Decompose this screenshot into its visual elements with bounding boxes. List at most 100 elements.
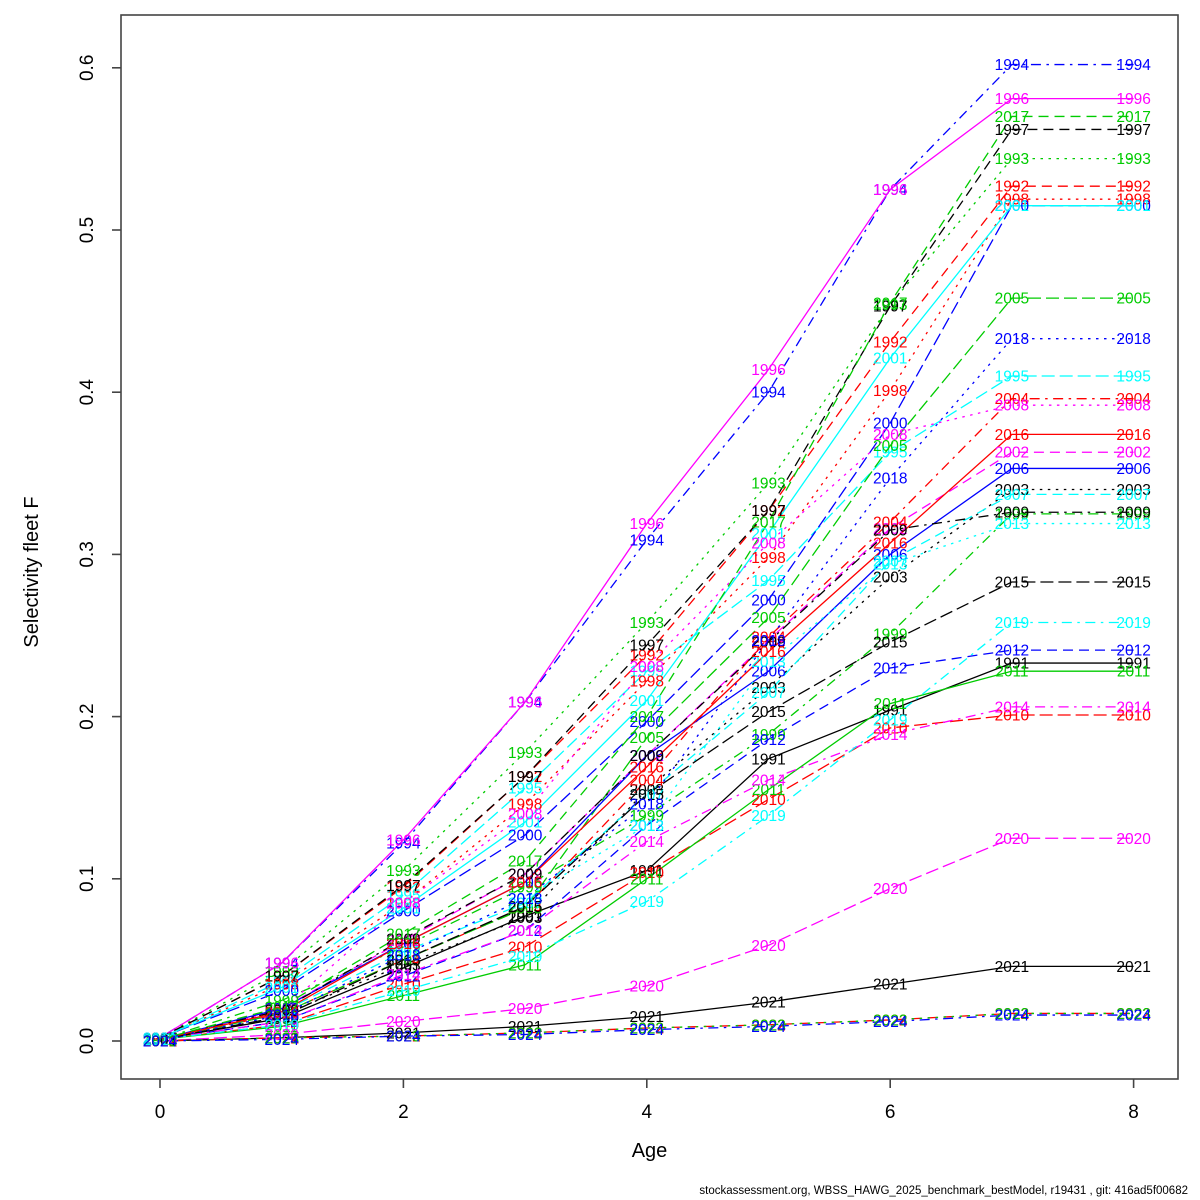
year-point-label-2020: 2020	[386, 1014, 421, 1031]
year-point-label-2011: 2011	[508, 957, 541, 974]
year-point-label-2018: 2018	[264, 1008, 298, 1025]
year-point-label-2018: 2018	[508, 891, 542, 908]
year-point-label-1995: 1995	[508, 780, 542, 797]
year-point-label-1998: 1998	[386, 896, 420, 913]
year-point-label-2004: 2004	[143, 1032, 178, 1049]
year-point-label-2016: 2016	[508, 875, 542, 892]
year-point-label-2017: 2017	[995, 109, 1029, 126]
year-point-label-2010: 2010	[508, 939, 543, 956]
year-point-label-2013: 2013	[873, 557, 907, 574]
year-point-label-2017: 2017	[264, 999, 298, 1016]
year-point-label-2006: 2006	[995, 461, 1029, 478]
year-point-label-2002: 2002	[630, 748, 664, 765]
year-point-label-1999: 1999	[1116, 506, 1150, 523]
year-point-label-2004: 2004	[1116, 391, 1151, 408]
year-point-label-2003: 2003	[630, 782, 664, 799]
year-point-label-2023: 2023	[995, 1006, 1029, 1023]
year-point-label-2022: 2022	[1116, 1006, 1150, 1023]
x-tick-label: 6	[885, 1102, 896, 1123]
year-point-label-2009: 2009	[1116, 505, 1150, 522]
year-point-label-1993: 1993	[508, 745, 542, 762]
year-point-label-1998: 1998	[630, 673, 664, 690]
year-point-label-2001: 2001	[630, 693, 664, 710]
year-point-label-2017: 2017	[386, 926, 420, 943]
year-point-label-2008: 2008	[630, 659, 664, 676]
year-point-label-2010: 2010	[143, 1032, 178, 1049]
year-point-label-2013: 2013	[264, 1008, 298, 1025]
year-point-label-2016: 2016	[995, 427, 1029, 444]
year-point-label-1992: 1992	[995, 179, 1029, 196]
year-point-label-2023: 2023	[143, 1034, 177, 1051]
year-point-label-1997: 1997	[386, 878, 420, 895]
year-point-label-2005: 2005	[508, 900, 542, 917]
year-point-label-2006: 2006	[630, 748, 664, 765]
year-point-label-1998: 1998	[264, 977, 298, 994]
year-point-label-2019: 2019	[751, 808, 785, 825]
year-point-label-2019: 2019	[630, 894, 664, 911]
year-point-label-2012: 2012	[751, 732, 785, 749]
year-point-label-2013: 2013	[386, 948, 420, 965]
year-point-label-2012: 2012	[143, 1032, 177, 1049]
year-point-label-2012: 2012	[995, 643, 1029, 660]
year-point-label-2000: 2000	[995, 198, 1030, 215]
year-point-label-2013: 2013	[508, 891, 542, 908]
series-line-2016	[159, 433, 1134, 1041]
year-point-label-2015: 2015	[630, 787, 664, 804]
year-point-label-1992: 1992	[630, 647, 664, 664]
year-point-label-2002: 2002	[873, 521, 907, 538]
footer-text: stockassessment.org, WBSS_HAWG_2025_benc…	[699, 1185, 1188, 1197]
year-point-label-2014: 2014	[873, 727, 908, 744]
year-point-label-2020: 2020	[508, 1001, 543, 1018]
year-point-label-2018: 2018	[1116, 331, 1150, 348]
year-point-label-2021: 2021	[508, 1019, 542, 1036]
year-point-label-2019: 2019	[508, 949, 542, 966]
year-point-label-2015: 2015	[873, 634, 907, 651]
year-point-label-2024: 2024	[386, 1029, 421, 1046]
year-point-label-1992: 1992	[143, 1030, 177, 1047]
y-tick-label: 0.0	[77, 1028, 98, 1054]
year-point-label-1997: 1997	[143, 1030, 177, 1047]
year-point-label-2007: 2007	[751, 685, 785, 702]
year-point-label-2011: 2011	[874, 696, 907, 713]
series-line-2017	[159, 115, 1134, 1041]
year-point-label-2018: 2018	[751, 633, 785, 650]
year-point-label-1991: 1991	[630, 863, 664, 880]
x-tick-label: 2	[398, 1102, 409, 1123]
year-point-label-2008: 2008	[264, 1003, 298, 1020]
year-point-label-2008: 2008	[386, 896, 420, 913]
year-point-label-2002: 2002	[995, 445, 1029, 462]
year-point-label-2022: 2022	[630, 1021, 664, 1038]
year-point-label-2016: 2016	[143, 1032, 177, 1049]
series-line-1991	[159, 662, 1134, 1041]
year-point-label-2014: 2014	[386, 967, 421, 984]
year-point-label-2001: 2001	[508, 815, 542, 832]
year-point-label-2014: 2014	[1116, 699, 1151, 716]
year-point-label-2009: 2009	[386, 931, 420, 948]
series-lines	[159, 63, 1134, 1042]
year-point-label-2003: 2003	[386, 957, 420, 974]
year-point-label-2021: 2021	[264, 1030, 298, 1047]
year-point-label-2005: 2005	[386, 952, 420, 969]
year-point-label-2013: 2013	[143, 1032, 177, 1049]
year-point-label-2000: 2000	[143, 1030, 178, 1047]
year-point-label-2022: 2022	[386, 1029, 420, 1046]
year-point-label-1997: 1997	[873, 299, 907, 316]
year-point-label-2006: 2006	[386, 936, 420, 953]
series-line-2019	[159, 621, 1134, 1041]
year-point-label-2002: 2002	[1116, 445, 1150, 462]
year-point-label-1998: 1998	[143, 1030, 177, 1047]
year-point-label-1993: 1993	[630, 615, 664, 632]
year-point-label-1996: 1996	[508, 695, 542, 712]
year-point-label-2015: 2015	[508, 899, 542, 916]
axis-titles: Age Selectivity fleet F	[21, 496, 667, 1162]
year-point-label-1999: 1999	[386, 939, 420, 956]
year-point-label-2017: 2017	[1116, 109, 1150, 126]
year-point-label-1996: 1996	[264, 956, 298, 973]
year-point-label-2011: 2011	[752, 782, 785, 799]
year-point-label-2003: 2003	[508, 910, 542, 927]
year-point-label-2010: 2010	[751, 792, 786, 809]
year-point-label-1996: 1996	[873, 182, 907, 199]
year-point-label-2001: 2001	[143, 1030, 177, 1047]
year-point-label-2001: 2001	[873, 351, 907, 368]
